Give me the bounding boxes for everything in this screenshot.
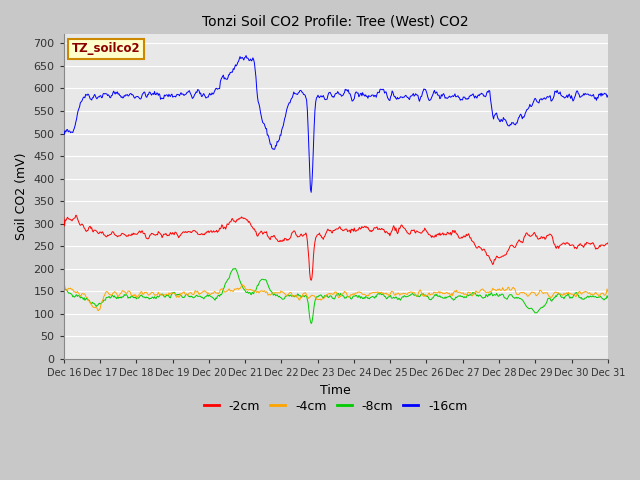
X-axis label: Time: Time [321,384,351,396]
Text: TZ_soilco2: TZ_soilco2 [72,42,141,56]
Y-axis label: Soil CO2 (mV): Soil CO2 (mV) [15,153,28,240]
Title: Tonzi Soil CO2 Profile: Tree (West) CO2: Tonzi Soil CO2 Profile: Tree (West) CO2 [202,15,469,29]
Legend: -2cm, -4cm, -8cm, -16cm: -2cm, -4cm, -8cm, -16cm [199,395,473,418]
